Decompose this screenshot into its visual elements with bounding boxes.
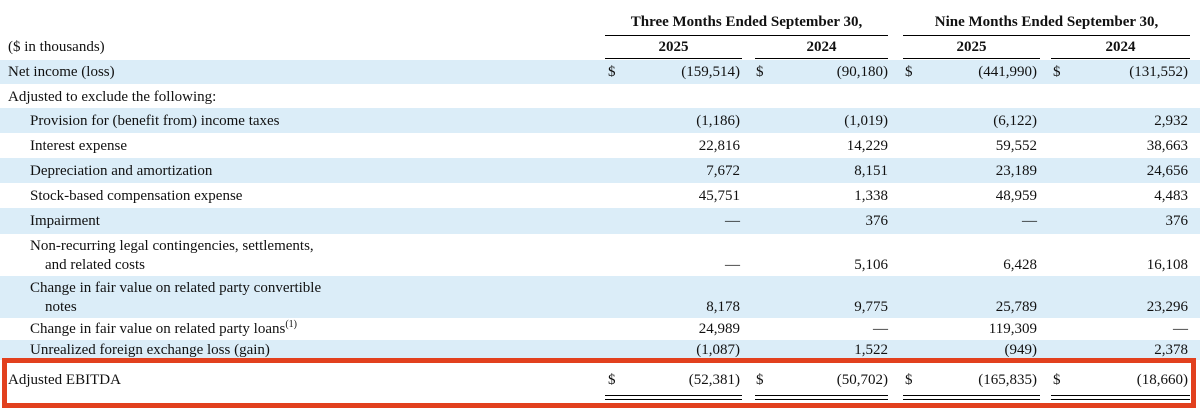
row-band bbox=[0, 276, 1200, 318]
value: (1,019) bbox=[844, 112, 888, 129]
value: — bbox=[1173, 321, 1188, 337]
value: (52,381) bbox=[688, 372, 740, 388]
value: 24,989 bbox=[698, 321, 740, 337]
currency: $ bbox=[756, 64, 764, 80]
value: 25,789 bbox=[995, 299, 1037, 315]
double-rule bbox=[755, 395, 888, 396]
row-band bbox=[0, 108, 1200, 133]
double-rule bbox=[605, 395, 742, 396]
value: 2,932 bbox=[1154, 112, 1188, 129]
currency: $ bbox=[608, 372, 616, 388]
rule bbox=[755, 58, 888, 59]
value: 119,309 bbox=[988, 321, 1037, 337]
currency: $ bbox=[905, 372, 913, 388]
row-band bbox=[0, 60, 1200, 84]
row-label: Stock-based compensation expense bbox=[30, 187, 243, 204]
currency: $ bbox=[756, 372, 764, 388]
rule bbox=[903, 35, 1190, 36]
row-label: Unrealized foreign exchange loss (gain) bbox=[30, 342, 270, 358]
year: 2024 bbox=[1105, 39, 1136, 55]
footnote: (1) bbox=[285, 319, 297, 330]
value: 9,775 bbox=[854, 299, 888, 315]
row-label: Impairment bbox=[30, 213, 100, 229]
value: (441,990) bbox=[978, 64, 1037, 80]
currency: $ bbox=[905, 64, 913, 80]
rule bbox=[903, 58, 1040, 59]
value: (165,835) bbox=[978, 372, 1037, 388]
value: (50,702) bbox=[836, 372, 888, 388]
row-band bbox=[0, 340, 1200, 360]
row-label: Adjusted EBITDA bbox=[8, 372, 121, 388]
row-label-continued: and related costs bbox=[45, 257, 145, 273]
value: 4,483 bbox=[1154, 187, 1188, 204]
value: — bbox=[873, 321, 888, 337]
row-label: Interest expense bbox=[30, 137, 128, 154]
row-label: Provision for (benefit from) income taxe… bbox=[30, 112, 280, 129]
value: (6,122) bbox=[993, 112, 1037, 129]
value: (90,180) bbox=[836, 64, 888, 80]
year: 2025 bbox=[956, 39, 987, 55]
value: (1,186) bbox=[696, 112, 740, 129]
value: 1,338 bbox=[854, 187, 888, 204]
value: — bbox=[725, 257, 740, 273]
double-rule bbox=[1051, 395, 1190, 396]
row-label: Net income (loss) bbox=[8, 64, 115, 80]
rule bbox=[605, 35, 888, 36]
value: (949) bbox=[1004, 342, 1038, 358]
rule bbox=[605, 58, 742, 59]
value: 16,108 bbox=[1146, 257, 1188, 273]
double-rule bbox=[903, 399, 1040, 400]
value: 14,229 bbox=[846, 137, 888, 154]
value: 2,378 bbox=[1154, 342, 1188, 358]
double-rule bbox=[605, 399, 742, 400]
period-title: Three Months Ended September 30, bbox=[630, 14, 863, 30]
value: (18,660) bbox=[1136, 372, 1188, 388]
value: (159,514) bbox=[681, 64, 740, 80]
value: 5,106 bbox=[854, 257, 888, 273]
value: 376 bbox=[865, 213, 889, 229]
currency: $ bbox=[1053, 64, 1061, 80]
value: 7,672 bbox=[706, 162, 740, 179]
units-label: ($ in thousands) bbox=[8, 39, 105, 55]
value: 23,296 bbox=[1146, 299, 1188, 315]
value: — bbox=[725, 213, 740, 229]
currency: $ bbox=[1053, 372, 1061, 388]
double-rule bbox=[755, 399, 888, 400]
year: 2024 bbox=[806, 39, 837, 55]
value: 376 bbox=[1165, 213, 1189, 229]
value: 6,428 bbox=[1003, 257, 1037, 273]
value: (1,087) bbox=[696, 342, 740, 358]
row-label-continued: notes bbox=[45, 299, 77, 315]
section-label: Adjusted to exclude the following: bbox=[8, 89, 217, 105]
currency: $ bbox=[608, 64, 616, 80]
value: 8,178 bbox=[706, 299, 740, 315]
value: 24,656 bbox=[1146, 162, 1188, 179]
period-title: Nine Months Ended September 30, bbox=[934, 14, 1159, 30]
value: 45,751 bbox=[698, 187, 740, 204]
row-band bbox=[0, 158, 1200, 183]
row-label: Depreciation and amortization bbox=[30, 162, 213, 179]
row-label: Change in fair value on related party lo… bbox=[30, 319, 297, 338]
value: 8,151 bbox=[854, 162, 888, 179]
double-rule bbox=[1051, 399, 1190, 400]
value: — bbox=[1022, 213, 1037, 229]
double-rule bbox=[903, 395, 1040, 396]
value: 59,552 bbox=[995, 137, 1037, 154]
row-label: Non-recurring legal contingencies, settl… bbox=[30, 238, 314, 254]
year: 2025 bbox=[658, 39, 689, 55]
value: 38,663 bbox=[1146, 137, 1188, 154]
value: 1,522 bbox=[854, 342, 888, 358]
rule bbox=[1051, 58, 1190, 59]
row-label: Change in fair value on related party co… bbox=[30, 280, 322, 296]
value: 23,189 bbox=[995, 162, 1037, 179]
row-band bbox=[0, 208, 1200, 234]
value: 22,816 bbox=[698, 137, 740, 154]
highlight-box bbox=[2, 358, 1196, 408]
value: (131,552) bbox=[1129, 64, 1188, 80]
value: 48,959 bbox=[995, 187, 1037, 204]
